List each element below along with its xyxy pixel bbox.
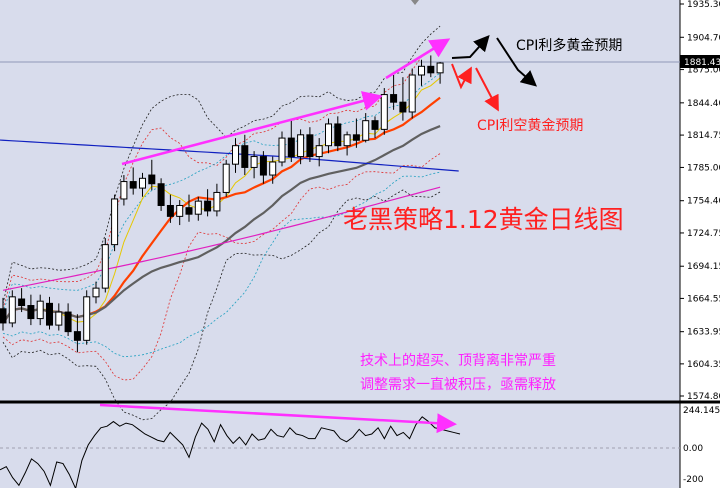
candle-body [185,207,193,215]
y-tick-label: 1814.75 [687,131,720,141]
candle-body [111,198,119,246]
candle-body [306,134,314,158]
band-black-lower [2,189,441,421]
candle-body [297,134,305,158]
candle-body [73,331,81,341]
candle-body [64,311,72,333]
candle-body [0,308,7,324]
candle-body [204,200,212,212]
y-tick-label: 1844.40 [687,99,720,109]
price-label-box [680,55,720,68]
candle-body [315,145,323,158]
band-cyan-upper [2,72,441,313]
osc-tick-label: 0.00 [683,444,703,454]
candle-body [250,156,258,168]
candle-body [166,204,174,217]
y-tick-label: 1875.00 [687,66,720,76]
candle-body [157,183,165,206]
analysis-note-2: 调整需求一直被积压，亟需释放 [360,376,556,393]
y-tick-label: 1904.70 [687,33,720,43]
candle-body [8,296,16,324]
candle-body [222,163,230,193]
candle-body [259,156,267,176]
candle-body [269,161,277,176]
candle-body [399,101,407,113]
candle-body [194,200,202,215]
candle-body [129,181,137,189]
ma-blue-line [0,139,459,172]
candle-body [390,94,398,103]
oscillator-area [0,404,680,488]
analysis-note-1: 技术上的超买、顶背离非常严重 [360,352,556,369]
candle-body [362,120,370,141]
candle-body [46,302,53,326]
candle-body [371,120,379,130]
price-label: 1881.43 [684,58,720,68]
y-tick-label: 1694.15 [687,262,720,272]
candle-body [352,134,360,141]
osc-tick-label: 244.1452 [683,406,720,416]
candle-body [176,204,184,217]
candle-body [120,181,128,200]
top-indicator-icon [411,0,419,5]
chart-title: 老黑策略1.12黄金日线图 [343,205,624,234]
main-plot-area [0,0,680,400]
y-tick-label: 1574.80 [687,392,720,402]
osc-tick-label: -200 [683,475,704,485]
candle-body [27,305,35,320]
oscillator-line [0,416,461,488]
y-tick-label: 1633.95 [687,328,720,338]
y-tick-label: 1664.55 [687,294,720,304]
divergence-arrow-2 [385,38,451,80]
candle-body [83,296,91,341]
candle-body [408,74,416,113]
osc-divergence-arrow [99,403,457,434]
candle-body [343,134,351,147]
y-tick-label: 1935.30 [687,0,720,10]
candle-body [325,123,332,147]
candle-body [334,123,342,147]
candle-body [36,300,44,320]
bearish-path-arrow [451,63,472,90]
candle-body [18,298,26,307]
cpi-bullish-label: CPI利多黄金预期 [516,37,622,54]
candle-body [287,137,295,158]
candle-body [278,137,286,163]
y-tick-label: 1785.00 [687,163,720,173]
y-tick-label: 1754.40 [687,197,720,207]
y-tick-label: 1724.75 [687,229,720,239]
ma-pink-line [2,186,441,291]
candle-body [148,174,156,185]
band-red-lower [2,153,441,381]
bearish-drop-arrow [475,67,499,112]
candle-body [436,62,444,74]
bullish-path-arrow [451,35,490,59]
cpi-bearish-label: CPI利空黄金预期 [477,117,583,134]
divergence-arrow-1 [121,91,383,166]
price-axis-panel [680,0,720,488]
y-tick-label: 1604.35 [687,360,720,370]
candle-body [101,244,109,289]
candle-body [139,177,146,189]
candle-body [232,145,239,165]
candle-body [418,65,425,76]
candle-body [427,65,435,74]
candle-body [213,191,221,212]
candle-body [55,311,63,326]
candle-body [92,287,100,298]
band-cyan-lower [2,171,441,358]
bullish-retrace-arrow [496,37,538,87]
candle-body [241,145,249,168]
candle-body [380,94,388,130]
